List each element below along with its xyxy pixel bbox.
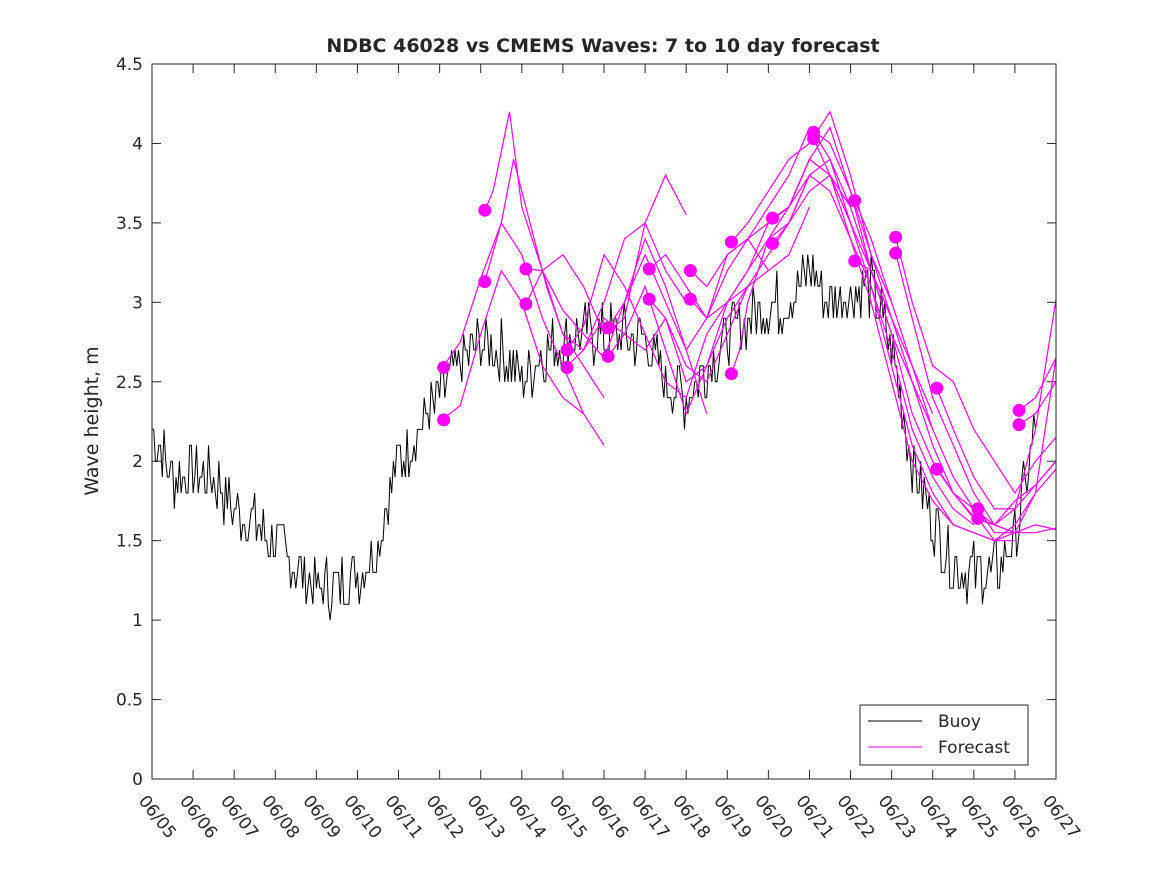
forecast-line (813, 138, 1015, 542)
y-tick-label: 2.5 (116, 373, 143, 393)
forecast-line (977, 508, 1057, 534)
y-tick-label: 2 (132, 452, 143, 472)
forecast-line (977, 468, 1057, 542)
forecast-line (525, 237, 708, 414)
forecast-marker (724, 235, 738, 249)
forecast-marker (437, 361, 451, 374)
forecast-marker (437, 413, 451, 427)
forecast-line (443, 269, 584, 419)
forecast-marker (519, 297, 533, 311)
buoy-line (152, 254, 1036, 621)
forecast-marker (478, 275, 492, 289)
forecast-marker (889, 246, 903, 260)
forecast-marker (807, 132, 821, 146)
axes-ticks (151, 63, 1057, 780)
forecast-line (936, 299, 1057, 510)
y-tick-label: 3.5 (116, 214, 143, 234)
forecast-marker (1012, 403, 1026, 417)
forecast-marker (848, 254, 862, 268)
forecast-series (443, 110, 1057, 542)
forecast-marker (766, 237, 779, 250)
forecast-marker (971, 502, 985, 516)
forecast-marker (519, 262, 533, 276)
legend: Buoy Forecast (859, 704, 1029, 766)
forecast-line (525, 173, 687, 336)
forecast-marker (766, 211, 779, 225)
buoy-series (152, 254, 1036, 621)
forecast-marker (930, 381, 944, 395)
forecast-marker (1012, 418, 1026, 432)
forecast-line (895, 252, 1057, 534)
forecast-line (1018, 357, 1057, 411)
plot-area (152, 64, 1056, 779)
forecast-marker (601, 321, 615, 335)
forecast-line (895, 237, 1057, 495)
forecast-markers (437, 125, 1026, 525)
forecast-line (484, 111, 605, 399)
forecast-line (730, 110, 934, 414)
forecast-line (1018, 381, 1057, 426)
legend-buoy-label: Buoy (938, 712, 981, 732)
chart-title: NDBC 46028 vs CMEMS Waves: 7 to 10 day f… (326, 35, 879, 57)
forecast-marker (560, 343, 574, 357)
forecast-marker (478, 203, 492, 217)
forecast-line (607, 174, 811, 416)
legend-forecast-label: Forecast (938, 738, 1010, 758)
forecast-marker (889, 230, 903, 244)
axes-box (151, 63, 1057, 780)
y-tick-label: 4.5 (116, 55, 143, 75)
forecast-marker (930, 462, 944, 476)
forecast-line (566, 253, 749, 399)
forecast-marker (724, 367, 738, 381)
forecast-line (648, 174, 852, 383)
forecast-marker (560, 361, 574, 374)
y-axis-label: Wave height, m (81, 346, 103, 495)
forecast-line (854, 200, 1057, 534)
y-tick-labels: 0 0.5 1 1.5 2 2.5 3 3.5 4 4.5 (116, 55, 143, 790)
y-tick-label: 4 (132, 134, 143, 154)
forecast-line (936, 460, 1057, 526)
y-tick-label: 1.5 (116, 532, 143, 552)
forecast-marker (683, 292, 697, 306)
forecast-marker (642, 292, 656, 306)
forecast-marker (642, 262, 656, 276)
forecast-marker (601, 349, 615, 363)
y-tick-label: 0 (132, 770, 143, 790)
y-tick-label: 0.5 (116, 691, 143, 711)
y-tick-label: 1 (132, 611, 143, 631)
forecast-line (689, 126, 893, 303)
forecast-marker (848, 194, 862, 208)
forecast-line (443, 221, 605, 446)
forecast-marker (971, 511, 985, 525)
legend-box (859, 704, 1029, 766)
y-tick-label: 3 (132, 293, 143, 313)
forecast-marker (683, 264, 697, 278)
